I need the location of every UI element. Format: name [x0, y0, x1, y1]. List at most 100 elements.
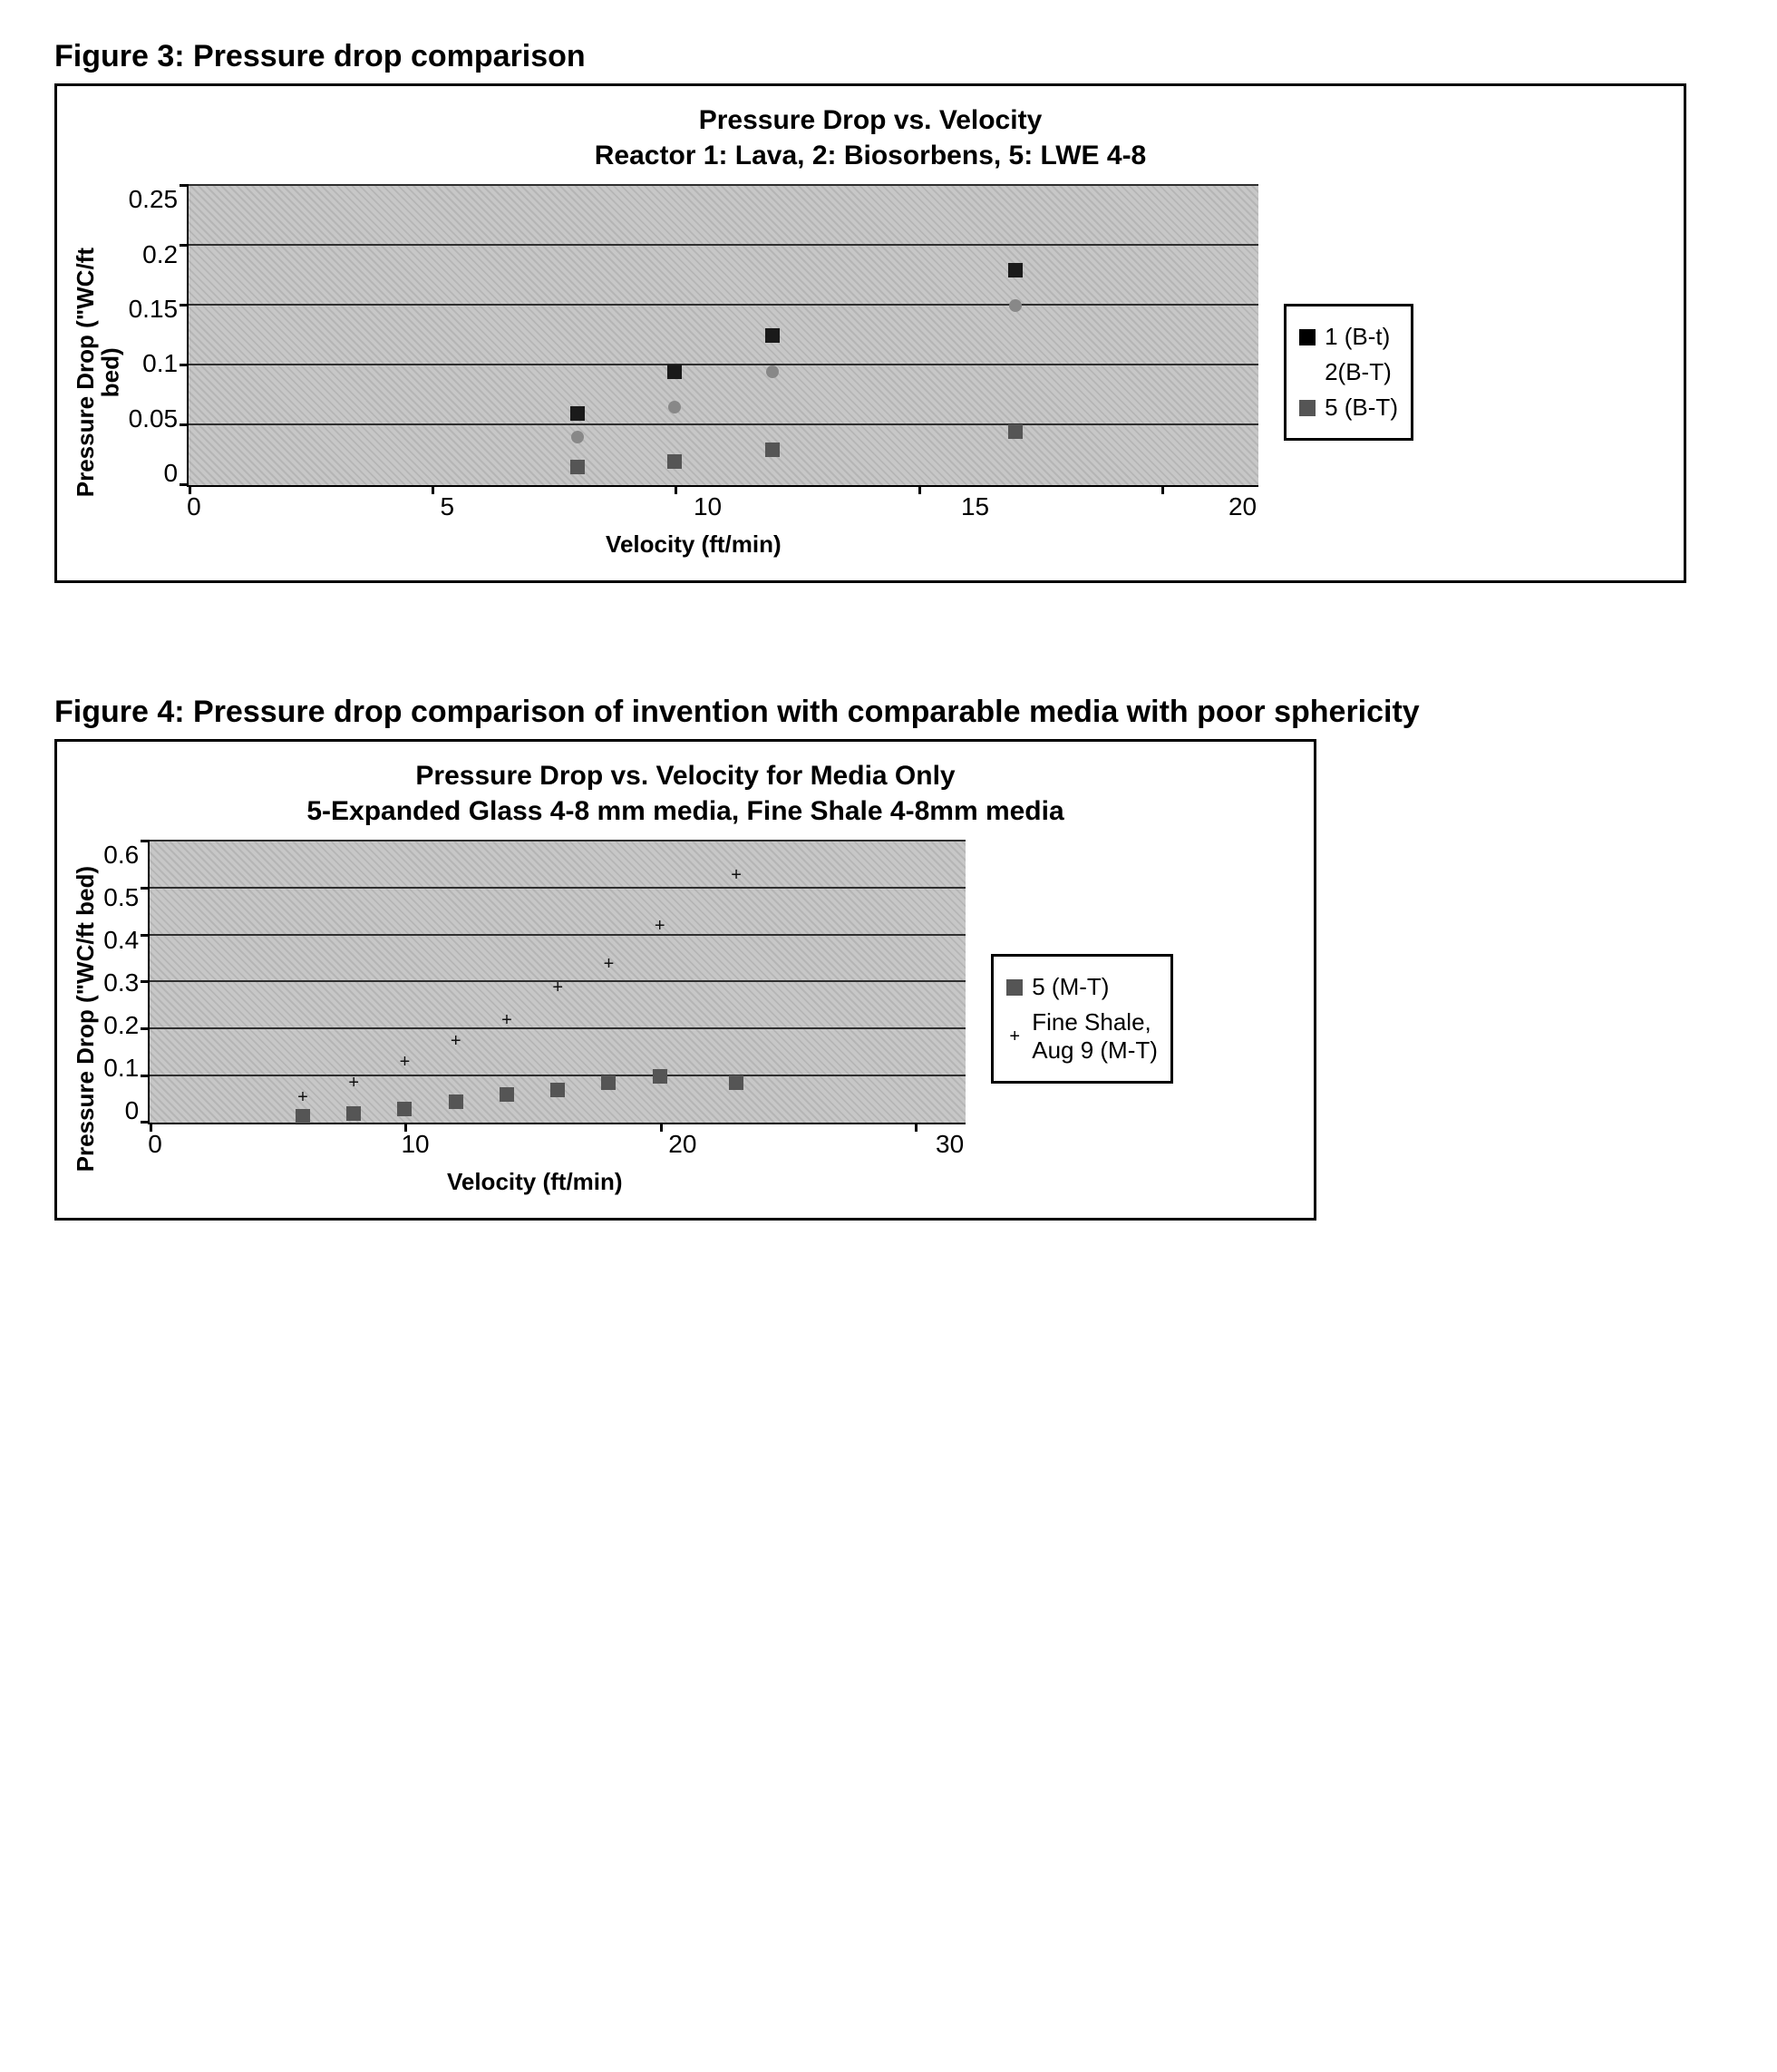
ytick-mark: [141, 840, 150, 842]
xtick-mark: [660, 1123, 663, 1132]
gridline: [189, 244, 1258, 246]
ytick-mark: [180, 364, 189, 366]
legend-swatch: [1006, 979, 1023, 996]
figure4-xlabel: Velocity (ft/min): [103, 1168, 966, 1196]
ytick-mark: [180, 184, 189, 187]
ytick-label: 0.2: [103, 1013, 139, 1038]
legend-item: 5 (M-T): [1006, 973, 1158, 1001]
figure4-caption: Figure 4: Pressure drop comparison of in…: [54, 692, 1686, 732]
figure4-ylabel: Pressure Drop ("WC/ft bed): [73, 866, 98, 1172]
data-point: +: [346, 1075, 361, 1090]
xtick-mark: [918, 485, 921, 494]
figure4-plot-area: +++++++++: [148, 841, 966, 1124]
figure3-xlabel: Velocity (ft/min): [129, 530, 1259, 559]
data-point: [653, 1069, 667, 1084]
data-point: +: [601, 957, 616, 971]
figure4-chart: Pressure Drop vs. Velocity for Media Onl…: [54, 739, 1316, 1221]
data-point: [397, 1102, 412, 1116]
data-point: [570, 460, 585, 474]
data-point: [765, 443, 780, 457]
ytick-mark: [180, 304, 189, 306]
legend-label: 1 (B-t): [1325, 323, 1390, 351]
figure3-chart: Pressure Drop vs. Velocity Reactor 1: La…: [54, 83, 1686, 583]
legend-label: 5 (B-T): [1325, 394, 1398, 422]
figure3-xticks: 05101520: [187, 487, 1257, 520]
gridline: [150, 1075, 966, 1076]
data-point: +: [449, 1034, 463, 1048]
data-point: [500, 1087, 514, 1102]
data-point: [570, 406, 585, 421]
figure4-xticks: 0 10 20 30: [148, 1124, 964, 1157]
ytick-label: 0.6: [103, 842, 139, 868]
figure4-yticks: 0.60.50.40.30.20.10: [103, 842, 148, 1124]
gridline: [189, 423, 1258, 425]
figure3-yticks: 0.250.20.150.10.050: [129, 187, 188, 486]
data-point: +: [397, 1055, 412, 1069]
gridline: [189, 184, 1258, 186]
data-point: [766, 365, 779, 378]
ytick-mark: [141, 934, 150, 937]
data-point: [449, 1094, 463, 1109]
gridline: [189, 304, 1258, 306]
xtick-mark: [915, 1123, 918, 1132]
figure4-legend: 5 (M-T)+Fine Shale, Aug 9 (M-T): [991, 954, 1173, 1084]
data-point: [667, 365, 682, 379]
ytick-mark: [180, 244, 189, 247]
xtick-mark: [675, 485, 677, 494]
gridline: [150, 840, 966, 841]
data-point: [1009, 299, 1022, 312]
data-point: +: [500, 1013, 514, 1027]
data-point: [296, 1109, 310, 1124]
data-point: [1008, 424, 1023, 439]
figure3-plot-bg: [189, 186, 1258, 485]
figure4-title: Pressure Drop vs. Velocity for Media Onl…: [73, 758, 1297, 829]
data-point: [765, 328, 780, 343]
xtick-label: 30: [936, 1132, 964, 1157]
data-point: +: [729, 868, 743, 882]
xtick-label: 10: [401, 1132, 429, 1157]
figure4-title-line1: Pressure Drop vs. Velocity for Media Onl…: [73, 758, 1297, 793]
ytick-label: 0.1: [129, 351, 179, 376]
xtick-mark: [150, 1123, 152, 1132]
data-point: [668, 401, 681, 413]
figure3-title-line2: Reactor 1: Lava, 2: Biosorbens, 5: LWE 4…: [73, 138, 1667, 173]
legend-swatch: [1299, 400, 1316, 416]
ytick-mark: [141, 1027, 150, 1030]
figure3-title: Pressure Drop vs. Velocity Reactor 1: La…: [73, 102, 1667, 173]
gridline: [150, 934, 966, 936]
xtick-label: 20: [668, 1132, 696, 1157]
figure3-ylabel: Pressure Drop ("WC/ft bed): [73, 248, 123, 497]
ytick-mark: [141, 1075, 150, 1077]
ytick-mark: [180, 483, 189, 486]
xtick-label: 15: [961, 494, 989, 520]
xtick-mark: [404, 1123, 407, 1132]
ytick-label: 0.4: [103, 928, 139, 953]
xtick-label: 0: [148, 1132, 162, 1157]
ytick-label: 0.05: [129, 406, 179, 432]
legend-item: 1 (B-t): [1299, 323, 1398, 351]
ytick-mark: [141, 1121, 150, 1124]
xtick-label: 5: [441, 494, 455, 520]
data-point: [667, 454, 682, 469]
gridline: [189, 364, 1258, 365]
ytick-mark: [141, 887, 150, 890]
legend-swatch: [1299, 329, 1316, 345]
data-point: [571, 431, 584, 443]
xtick-label: 20: [1228, 494, 1257, 520]
data-point: [601, 1075, 616, 1090]
legend-swatch: [1299, 365, 1316, 381]
ytick-label: 0.15: [129, 297, 179, 322]
gridline: [150, 1027, 966, 1029]
ytick-label: 0.5: [103, 885, 139, 910]
xtick-label: 10: [694, 494, 722, 520]
xtick-mark: [189, 485, 191, 494]
legend-swatch: +: [1006, 1028, 1023, 1045]
legend-item: 5 (B-T): [1299, 394, 1398, 422]
legend-item: 2(B-T): [1299, 358, 1398, 386]
data-point: [346, 1106, 361, 1121]
ytick-label: 0.1: [103, 1055, 139, 1081]
ytick-mark: [141, 980, 150, 983]
ytick-label: 0: [129, 461, 179, 486]
data-point: [550, 1083, 565, 1097]
data-point: [1008, 263, 1023, 277]
